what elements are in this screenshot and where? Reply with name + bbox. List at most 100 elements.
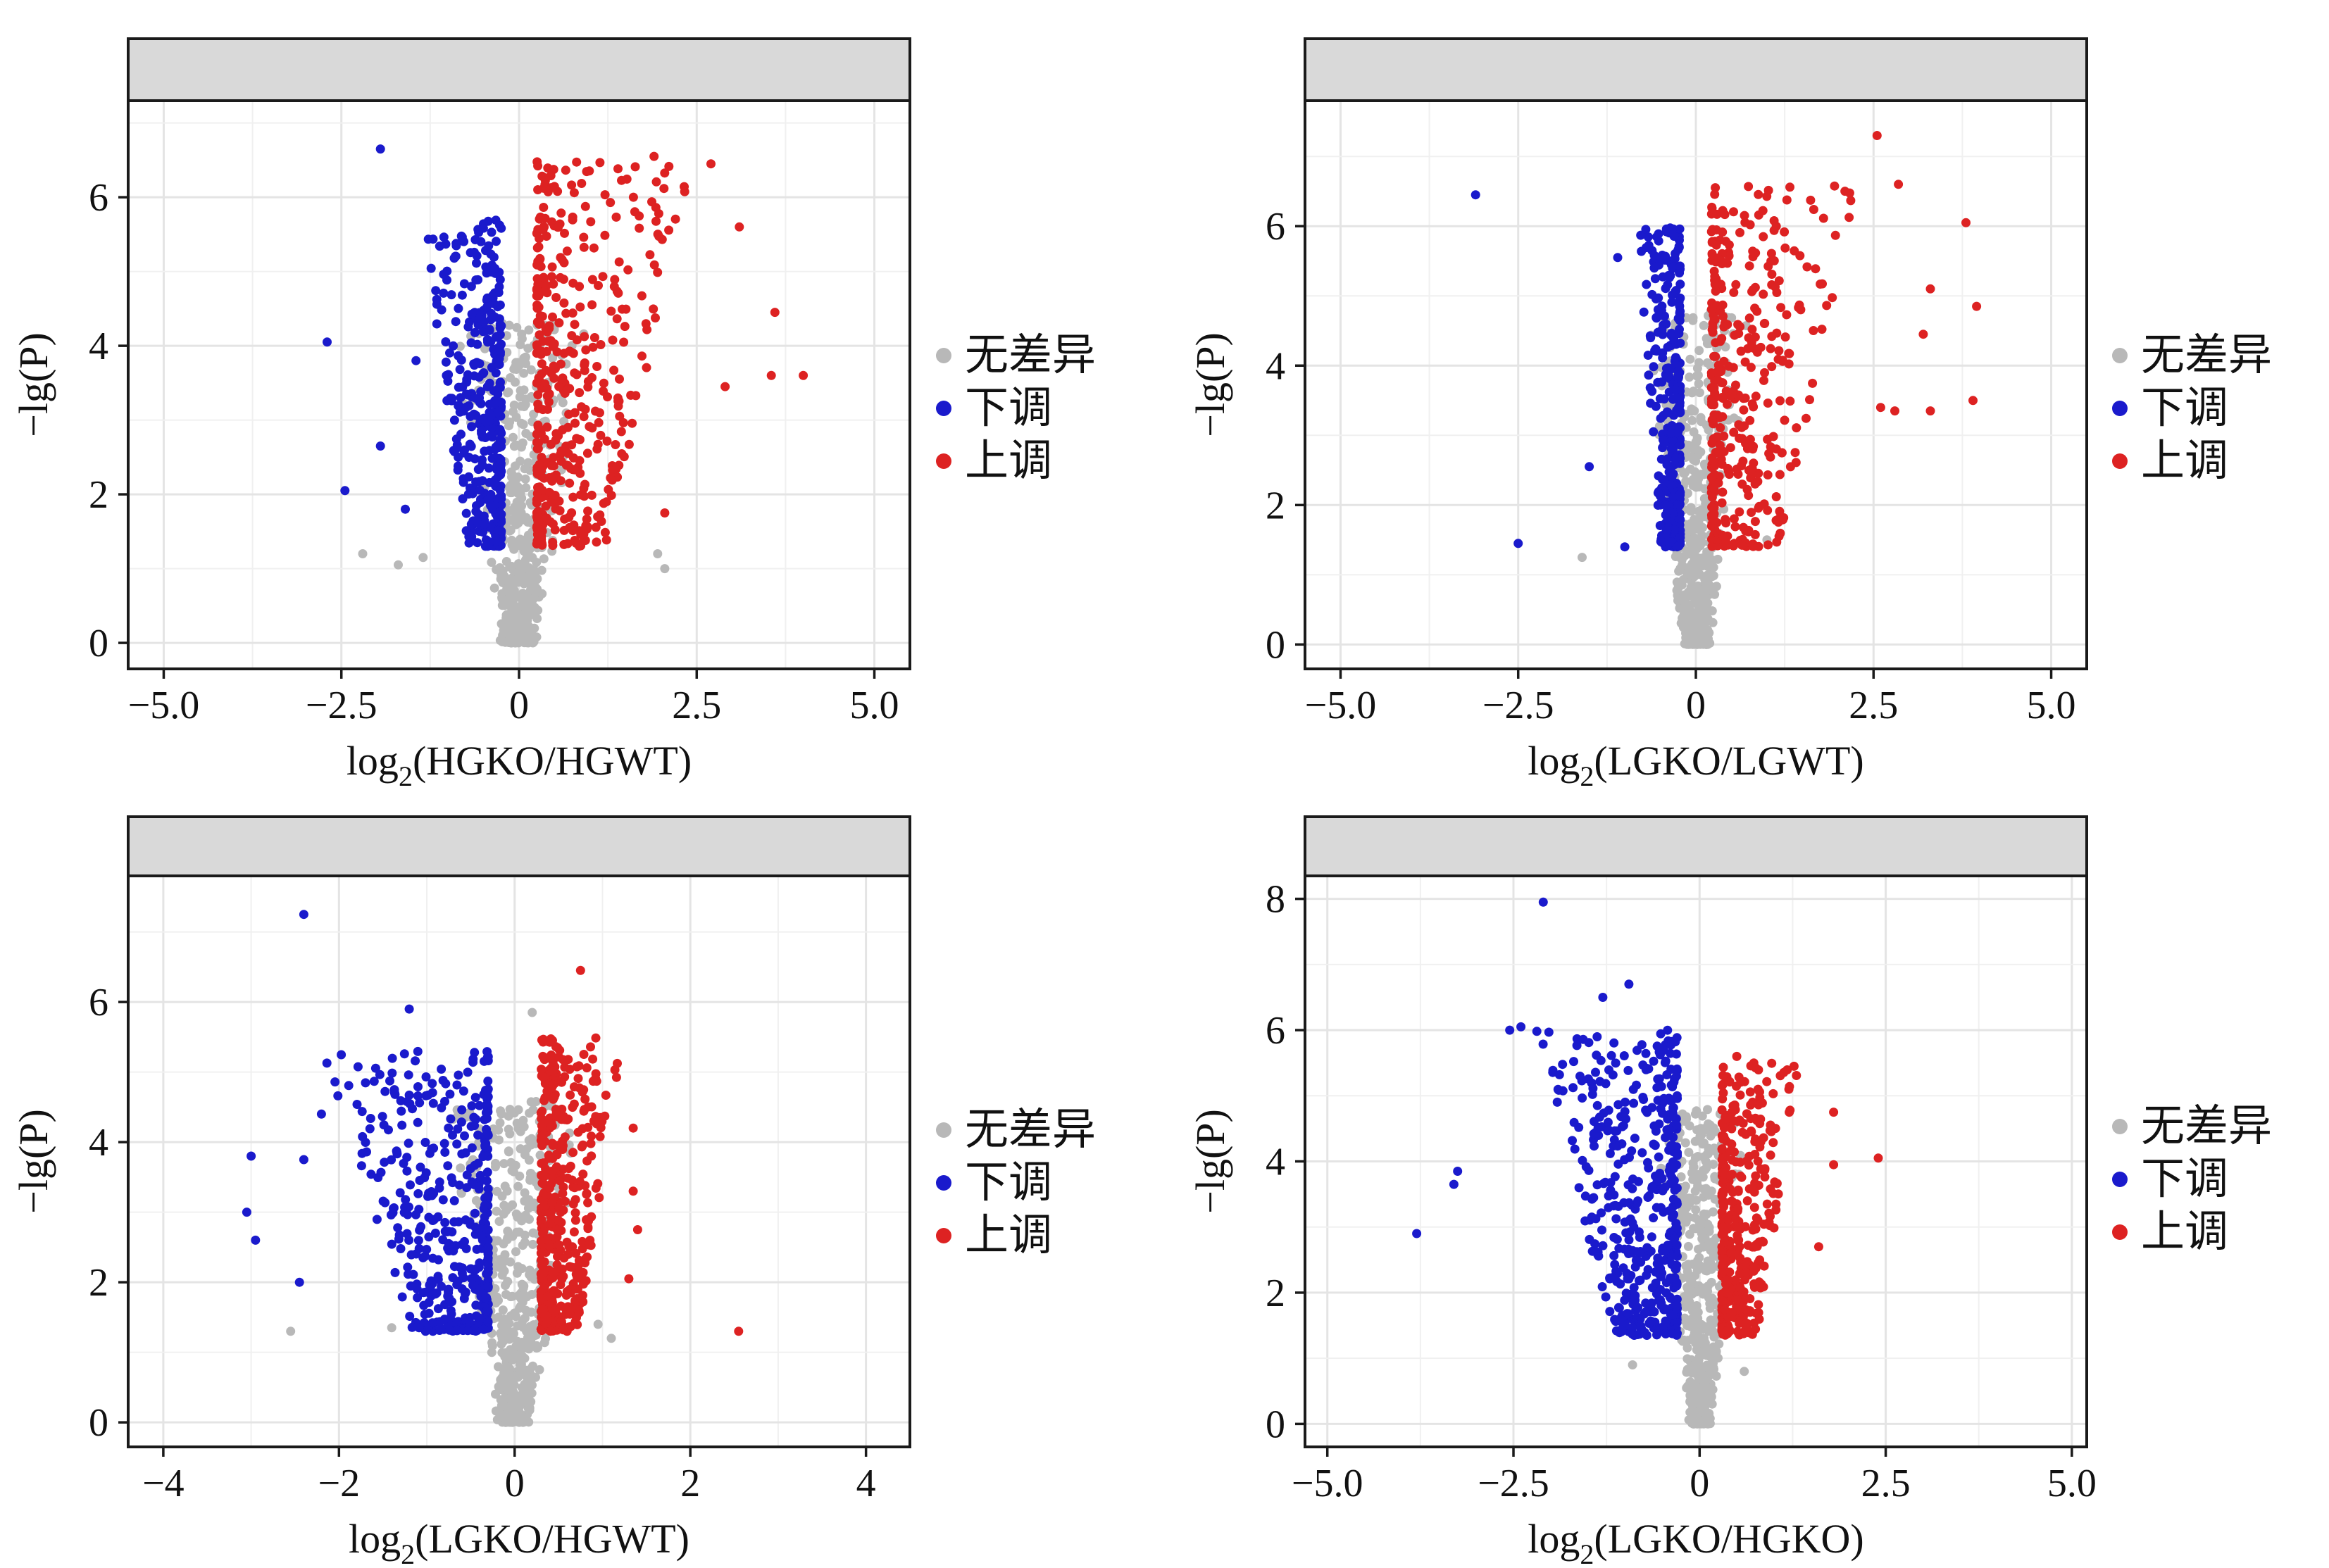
data-point	[1692, 363, 1702, 373]
data-point	[528, 1105, 538, 1115]
data-point	[1753, 477, 1763, 487]
data-point	[489, 583, 499, 593]
data-point	[461, 389, 471, 399]
data-point	[1713, 541, 1723, 551]
data-point	[439, 288, 449, 298]
data-point	[513, 1372, 523, 1382]
data-point	[548, 1036, 557, 1046]
data-point	[1659, 410, 1668, 420]
data-point	[515, 1303, 525, 1313]
x-tick-label: −2	[318, 1462, 361, 1505]
data-point	[1785, 182, 1794, 192]
data-point	[519, 630, 529, 640]
data-point	[517, 1279, 527, 1289]
data-point	[441, 1079, 451, 1089]
data-point	[483, 337, 492, 347]
legend-label: 无差异	[2141, 329, 2272, 380]
data-point	[1667, 1212, 1677, 1222]
data-point	[532, 529, 542, 539]
data-point	[1661, 224, 1671, 234]
data-point	[504, 421, 513, 431]
data-point	[552, 347, 562, 357]
data-point	[1613, 253, 1623, 263]
data-point	[1684, 1148, 1694, 1158]
data-point	[563, 449, 573, 458]
data-point	[1846, 196, 1856, 206]
data-point	[1609, 1038, 1619, 1048]
data-point	[1759, 375, 1768, 385]
data-point	[766, 370, 776, 380]
data-point	[1759, 319, 1769, 328]
data-point	[377, 1112, 387, 1122]
data-point	[533, 390, 543, 400]
data-point	[1685, 372, 1694, 382]
data-point	[495, 323, 505, 333]
x-tick-label: −5.0	[128, 684, 200, 727]
data-point	[529, 1372, 539, 1381]
data-point	[583, 1102, 593, 1112]
data-point	[1544, 1027, 1554, 1037]
data-point	[380, 1086, 390, 1096]
data-point	[1747, 508, 1756, 518]
data-point	[554, 222, 563, 232]
data-point	[485, 477, 494, 487]
data-point	[1773, 354, 1783, 364]
data-point	[584, 1216, 594, 1226]
data-point	[569, 188, 579, 198]
data-point	[587, 490, 597, 500]
data-point	[561, 165, 570, 175]
data-point	[366, 1169, 376, 1179]
data-point	[1654, 471, 1663, 481]
data-point	[449, 1196, 459, 1205]
data-point	[535, 346, 545, 356]
data-point	[1654, 260, 1663, 270]
data-point	[1785, 396, 1795, 406]
data-point	[617, 175, 626, 185]
data-point	[651, 177, 661, 187]
data-point	[482, 1245, 492, 1255]
data-point	[520, 1238, 530, 1247]
data-point	[568, 1148, 578, 1158]
data-point	[465, 439, 475, 449]
data-point	[527, 1008, 537, 1017]
data-point	[506, 525, 516, 535]
data-point	[463, 370, 473, 380]
data-point	[542, 384, 552, 394]
data-point	[517, 1383, 527, 1393]
data-point	[601, 1091, 611, 1100]
data-point	[1654, 229, 1663, 239]
data-point	[344, 1081, 354, 1091]
data-point	[536, 471, 546, 481]
data-point	[1706, 227, 1716, 237]
data-point	[1710, 461, 1720, 471]
data-point	[487, 291, 497, 301]
data-point	[389, 1203, 398, 1213]
data-point	[445, 1089, 455, 1099]
data-point	[483, 1077, 493, 1086]
data-point	[1750, 529, 1760, 539]
data-point	[1675, 553, 1685, 563]
legend-label: 上调	[2141, 434, 2228, 486]
data-point	[563, 460, 573, 470]
data-point	[568, 1103, 577, 1112]
data-point	[1802, 413, 1811, 423]
data-point	[1972, 301, 1982, 311]
data-point	[572, 370, 582, 380]
data-point	[558, 1325, 568, 1335]
data-point	[495, 434, 505, 444]
data-point	[543, 187, 553, 196]
data-point	[333, 1091, 343, 1100]
data-point	[532, 274, 542, 284]
data-point	[1609, 1250, 1619, 1260]
data-point	[1766, 344, 1775, 353]
data-point	[1675, 490, 1685, 500]
data-point	[1792, 423, 1802, 433]
data-point	[537, 369, 547, 379]
data-point	[1685, 546, 1694, 556]
data-point	[1729, 541, 1738, 551]
data-point	[380, 1158, 389, 1167]
data-point	[1633, 1196, 1643, 1206]
data-point	[535, 1150, 545, 1160]
data-point	[1672, 577, 1682, 587]
data-point	[497, 494, 506, 503]
